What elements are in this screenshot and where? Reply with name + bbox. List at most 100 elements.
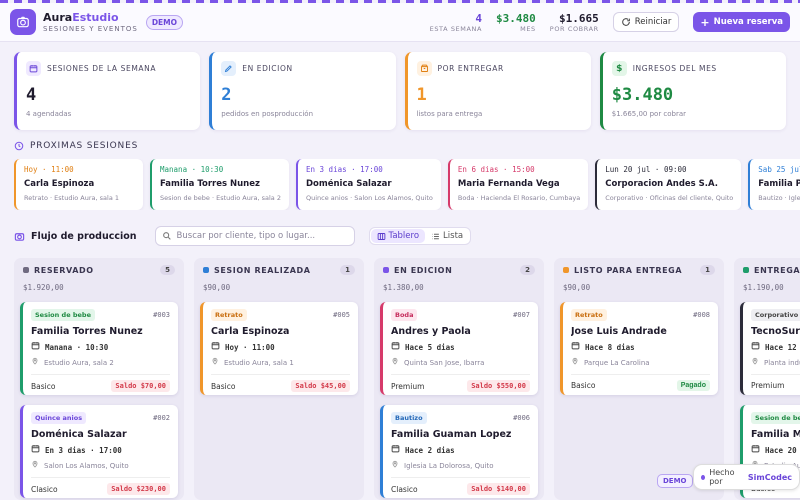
refresh-icon — [621, 18, 630, 26]
search-input[interactable] — [176, 231, 347, 241]
session-when: En 6 dias · 15:00 — [457, 165, 535, 174]
stat-value: 4 — [475, 11, 483, 25]
card-client: Andres y Paola — [391, 326, 471, 337]
session-name: Familia Paredes — [758, 179, 800, 189]
booking-card[interactable]: Boda #007 Andres y Paola Hace 5 dias Quinta … — [380, 302, 538, 395]
stat-receivable: $1.665 POR COBRAR — [550, 12, 599, 33]
pin-icon — [571, 357, 579, 368]
card-client: Carla Espinoza — [211, 326, 290, 337]
card-place: Estudio Aura, sala 1 — [224, 358, 294, 367]
card-number: #008 — [693, 311, 710, 319]
kpi-label: INGRESOS DEL MES — [632, 64, 717, 73]
column-name: RESERVADO — [34, 265, 94, 275]
session-name: Corporacion Andes S.A. — [605, 179, 719, 189]
tab-list[interactable]: Lista — [425, 229, 469, 243]
stat-week: 4 ESTA SEMANA — [430, 12, 482, 33]
new-booking-button[interactable]: + Nueva reserva — [693, 12, 790, 32]
card-plan: Basico — [211, 381, 236, 391]
card-balance: Pagado — [676, 380, 710, 391]
calendar-icon — [26, 61, 41, 76]
column-header: EN EDICION 2 — [380, 265, 538, 275]
booking-card[interactable]: Bautizo #006 Familia Guaman Lopez Hace 2 di… — [380, 405, 538, 498]
kpi-value: $3.480 — [611, 85, 674, 105]
card-tag: Bautizo — [391, 412, 427, 424]
card-when: Hoy · 11:00 — [225, 342, 275, 352]
pin-icon — [391, 357, 399, 368]
stat-value: $1.665 — [559, 11, 599, 25]
pin-icon — [31, 357, 39, 368]
column-name: ENTREGADO — [754, 265, 800, 275]
kpi-value: 2 — [221, 85, 232, 105]
kpi-sub: 4 agendadas — [26, 110, 72, 118]
reset-button[interactable]: Reiniciar — [612, 12, 680, 32]
made-by-badge[interactable]: Hecho por SimCodec — [693, 464, 800, 490]
kpi-sub: listos para entrega — [416, 110, 483, 118]
column-total: $90,00 — [563, 283, 591, 292]
card-client: Familia Mora — [751, 429, 800, 440]
column-dot — [23, 267, 29, 273]
booking-card[interactable]: Retrato #005 Carla Espinoza Hoy · 11:00 Estu… — [200, 302, 358, 395]
card-number: #006 — [513, 414, 530, 422]
kpi-sub: pedidos en posproducción — [221, 110, 314, 118]
kpi-label: POR ENTREGAR — [437, 64, 504, 73]
tab-board[interactable]: Tablero — [370, 229, 426, 243]
card-client: Jose Luis Andrade — [571, 326, 667, 337]
session-when: Manana · 10:30 — [160, 165, 224, 174]
header-stats: 4 ESTA SEMANA $3.480 MES $1.665 POR COBR… — [430, 12, 790, 33]
dot-icon — [701, 474, 706, 480]
kpi-card-income: $ INGRESOS DEL MES $3.480 $1.665,00 por … — [599, 52, 786, 130]
session-sub: Sesion de bebe · Estudio Aura, sala 2 — [160, 194, 281, 202]
app-header: AuraEstudio SESIONES Y EVENTOS DEMO 4 ES… — [0, 3, 800, 42]
camera-icon[interactable] — [10, 9, 36, 35]
card-client: Familia Guaman Lopez — [391, 429, 512, 440]
card-tag: Boda — [391, 309, 418, 321]
booking-card[interactable]: Corporativo#004TecnoSur Cia. Ltda.Hace 1… — [740, 302, 800, 395]
board-column: ENTREGADO2 $1.190,00 Corporativo#004TecnoS… — [734, 258, 800, 500]
card-place: Parque La Carolina — [584, 358, 650, 367]
board-column: LISTO PARA ENTREGA 1 $90,00 Retrato #008 Jose… — [554, 258, 724, 500]
card-balance: Saldo $230,00 — [107, 483, 170, 495]
session-sub: Quince anios · Salon Los Alamos, Quito — [305, 194, 433, 202]
search-box[interactable] — [154, 226, 355, 246]
flow-title: Flujo de produccion — [31, 230, 137, 242]
plus-icon: + — [700, 15, 710, 29]
kpi-label: SESIONES DE LA SEMANA — [47, 64, 157, 73]
session-card[interactable]: Hoy · 11:00 Carla Espinoza Retrato · Est… — [14, 159, 143, 210]
search-icon — [162, 232, 171, 240]
session-card[interactable]: Sab 25 jul · 11:30 Familia Paredes Bauti… — [748, 159, 800, 210]
session-card[interactable]: En 6 dias · 15:00 Maria Fernanda Vega Bo… — [447, 159, 589, 210]
booking-card[interactable]: Retrato #008 Jose Luis Andrade Hace 8 dias P… — [560, 302, 718, 395]
column-header: SESION REALIZADA 1 — [200, 265, 358, 275]
session-card[interactable]: Lun 20 jul · 09:00 Corporacion Andes S.A… — [595, 159, 742, 210]
calendar-icon — [751, 444, 760, 456]
session-name: Maria Fernanda Vega — [457, 179, 560, 189]
session-sub: Retrato · Estudio Aura, sala 1 — [24, 194, 120, 202]
calendar-icon — [751, 341, 760, 353]
kpi-card-delivery: POR ENTREGAR 1 listos para entrega — [404, 52, 591, 130]
session-card[interactable]: En 3 dias · 17:00 Doménica Salazar Quinc… — [295, 159, 441, 210]
pin-icon — [391, 460, 399, 471]
calendar-icon — [31, 341, 40, 353]
kpi-card-week: SESIONES DE LA SEMANA 4 4 agendadas — [14, 52, 201, 130]
booking-card[interactable]: Quince anios #002 Doménica Salazar En 3 dia… — [20, 405, 178, 498]
card-client: Familia Torres Nunez — [31, 326, 143, 337]
reset-label: Reiniciar — [634, 17, 672, 27]
column-total: $1.190,00 — [743, 283, 784, 292]
card-place: Estudio Aura, sala 2 — [44, 358, 114, 367]
column-header: RESERVADO 5 — [20, 265, 178, 275]
column-dot — [743, 267, 749, 273]
card-when: En 3 dias · 17:00 — [45, 445, 122, 455]
session-when: En 3 dias · 17:00 — [305, 165, 383, 174]
calendar-icon — [211, 341, 220, 353]
session-when: Hoy · 11:00 — [24, 165, 74, 174]
booking-card[interactable]: Sesion de bebe #003 Familia Torres Nunez Ma… — [20, 302, 178, 395]
tab-list-label: Lista — [443, 231, 464, 241]
column-header: LISTO PARA ENTREGA 1 — [560, 265, 718, 275]
card-when: Hace 20 dias — [765, 445, 800, 455]
card-number: #003 — [153, 311, 170, 319]
calendar-icon — [391, 444, 400, 456]
session-card[interactable]: Manana · 10:30 Familia Torres Nunez Sesi… — [150, 159, 289, 210]
top-dashed-line — [0, 0, 800, 3]
session-when: Sab 25 jul · 11:30 — [758, 165, 800, 174]
demo-badge: DEMO — [145, 14, 184, 30]
